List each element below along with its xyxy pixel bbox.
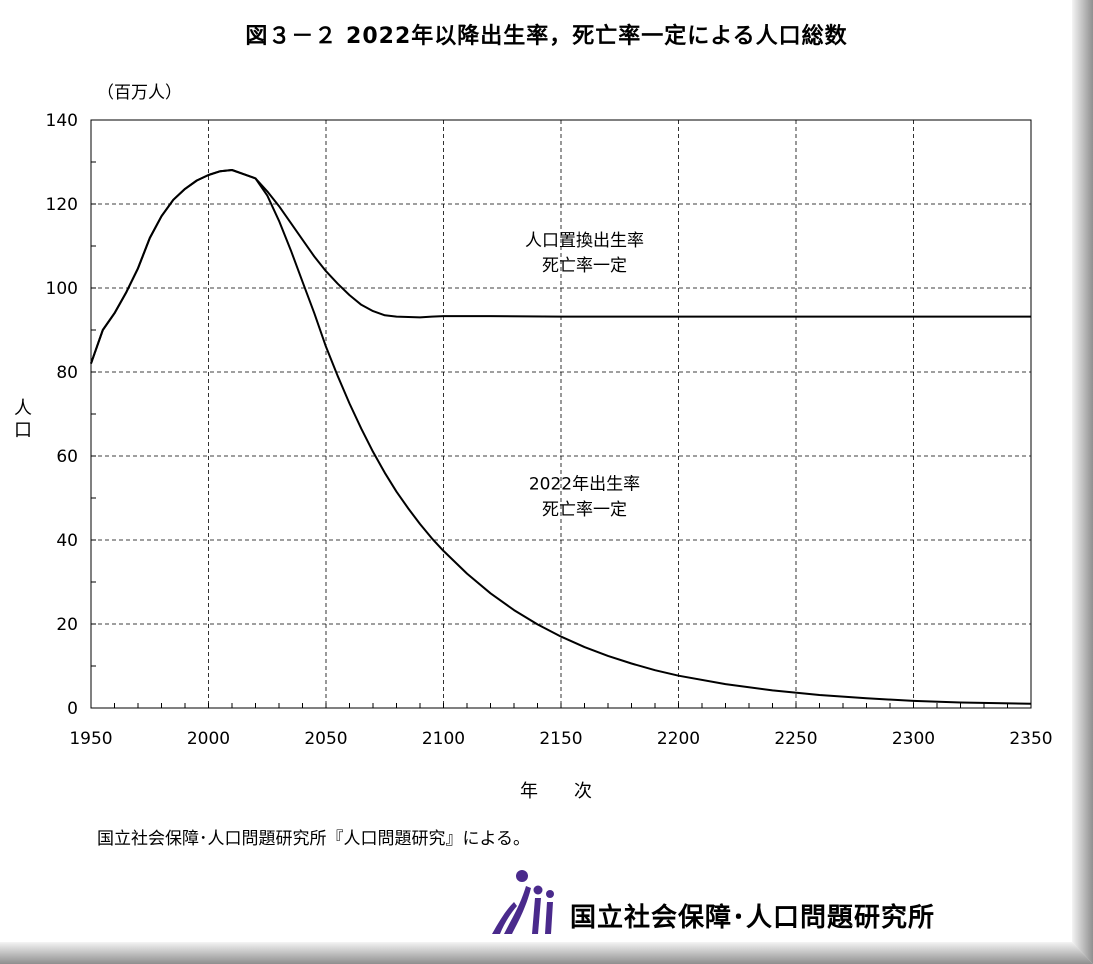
y-tick-label: 20 <box>56 615 78 635</box>
y-tick-label: 120 <box>46 195 78 215</box>
x-tick-label: 1950 <box>69 729 112 749</box>
ipss-logo-icon <box>492 870 554 934</box>
x-tick-label: 2250 <box>774 729 817 749</box>
y-axis-label: 人口 <box>14 398 32 441</box>
x-tick-label: 2150 <box>539 729 582 749</box>
y-tick-label: 40 <box>56 531 78 551</box>
y-tick-label: 140 <box>46 111 78 131</box>
x-tick-label: 2050 <box>304 729 347 749</box>
y-unit-label: （百万人） <box>97 83 182 103</box>
x-axis-label: 年 次 <box>520 781 592 802</box>
x-tick-label: 2000 <box>187 729 230 749</box>
y-tick-label: 0 <box>67 699 78 719</box>
organization-name: 国立社会保障･人口問題研究所 <box>570 903 936 933</box>
source-note: 国立社会保障･人口問題研究所『人口問題研究』による。 <box>97 829 530 849</box>
y-tick-label: 80 <box>56 363 78 383</box>
series-label-2: 死亡率一定 <box>542 500 627 520</box>
x-tick-label: 2200 <box>657 729 700 749</box>
x-tick-label: 2300 <box>892 729 935 749</box>
x-tick-label: 2350 <box>1009 729 1052 749</box>
x-tick-label: 2100 <box>422 729 465 749</box>
series-label-1: 死亡率一定 <box>542 256 627 276</box>
series-label-2: 2022年出生率 <box>529 475 640 495</box>
series-label-1: 人口置換出生率 <box>525 231 644 251</box>
y-tick-label: 60 <box>56 447 78 467</box>
y-tick-label: 100 <box>46 279 78 299</box>
chart-title: 図３－２ 2022年以降出生率，死亡率一定による人口総数 <box>245 24 848 49</box>
series-line-2 <box>90 169 1032 705</box>
